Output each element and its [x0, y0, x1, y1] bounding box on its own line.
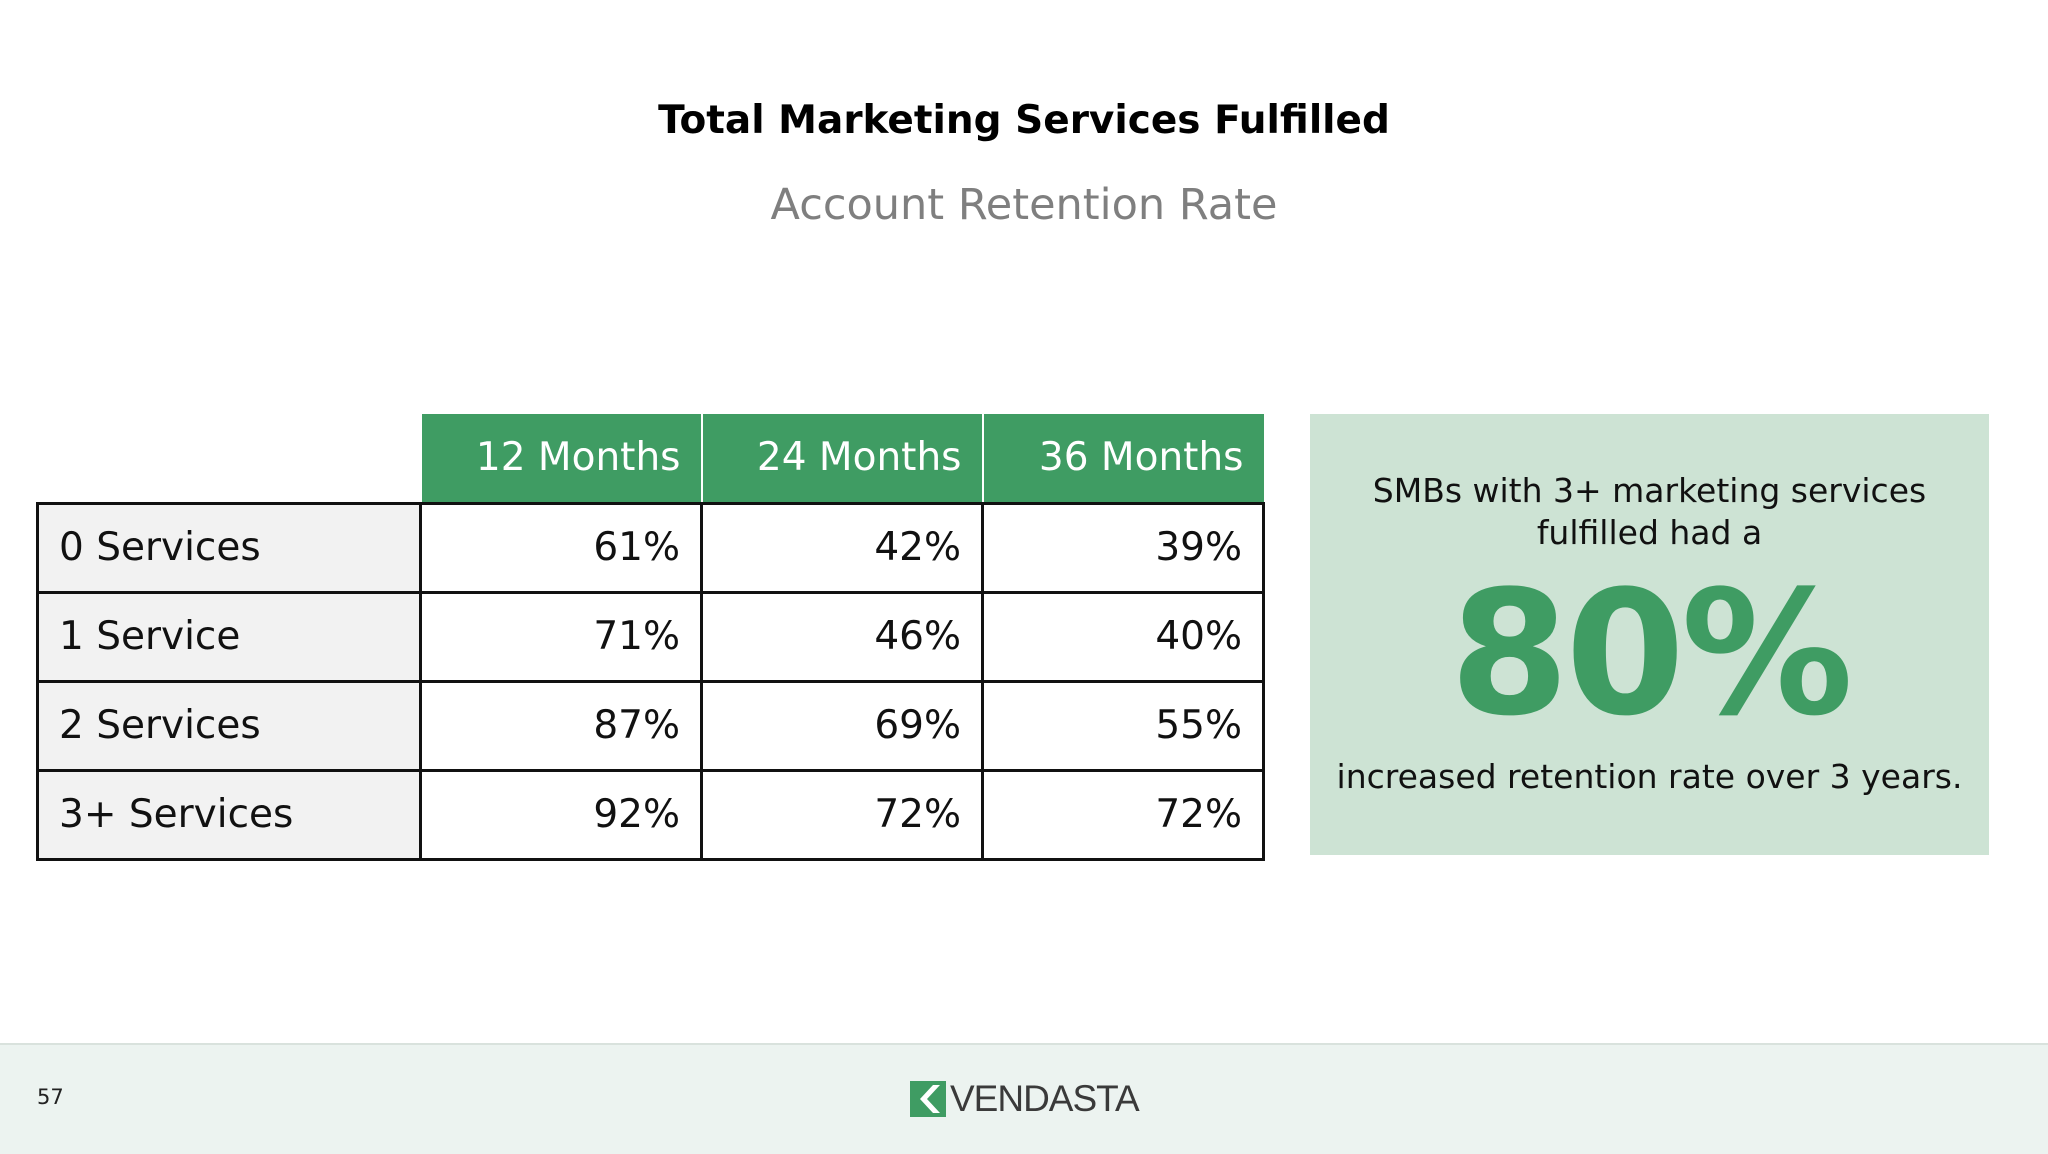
table-row: 3+ Services 92% 72% 72% — [36, 768, 1265, 861]
logo-wordmark: VENDASTA — [950, 1078, 1140, 1119]
row-label: 3+ Services — [36, 768, 422, 861]
callout-lead-text: SMBs with 3+ marketing services fulfille… — [1372, 471, 1927, 552]
table-cell: 69% — [700, 679, 984, 772]
table-row: 1 Service 71% 46% 40% — [36, 590, 1265, 683]
retention-table: 12 Months 24 Months 36 Months 0 Services… — [36, 414, 1265, 861]
table-cell: 39% — [981, 501, 1265, 594]
table-row: 2 Services 87% 69% 55% — [36, 679, 1265, 772]
table-cell: 72% — [981, 768, 1265, 861]
slide-footer: 57 VENDASTA — [0, 1043, 2048, 1154]
table-cell: 72% — [700, 768, 984, 861]
row-label: 2 Services — [36, 679, 422, 772]
table-cell: 46% — [700, 590, 984, 683]
vendasta-logo: VENDASTA — [910, 1078, 1140, 1119]
table-cell: 42% — [700, 501, 984, 594]
table-row: 0 Services 61% 42% 39% — [36, 501, 1265, 594]
table-cell: 92% — [419, 768, 703, 861]
slide-title: Total Marketing Services Fulfilled — [658, 98, 1390, 143]
vendasta-logo-icon — [910, 1081, 946, 1117]
row-label: 1 Service — [36, 590, 422, 683]
header-corner — [38, 414, 421, 503]
table-header-row: 12 Months 24 Months 36 Months — [38, 414, 1264, 504]
table-cell: 61% — [419, 501, 703, 594]
retention-callout: SMBs with 3+ marketing services fulfille… — [1310, 414, 1989, 855]
callout-stat: 80% — [1449, 553, 1854, 754]
table-cell: 40% — [981, 590, 1265, 683]
column-header: 24 Months — [700, 414, 984, 504]
table-cell: 71% — [419, 590, 703, 683]
table-cell: 55% — [981, 679, 1265, 772]
slide-subtitle: Account Retention Rate — [770, 180, 1278, 230]
table-cell: 87% — [419, 679, 703, 772]
column-header: 12 Months — [419, 414, 703, 504]
callout-trail-text: increased retention rate over 3 years. — [1336, 757, 1963, 796]
row-label: 0 Services — [36, 501, 422, 594]
column-header: 36 Months — [981, 414, 1264, 504]
page-number: 57 — [37, 1085, 64, 1109]
